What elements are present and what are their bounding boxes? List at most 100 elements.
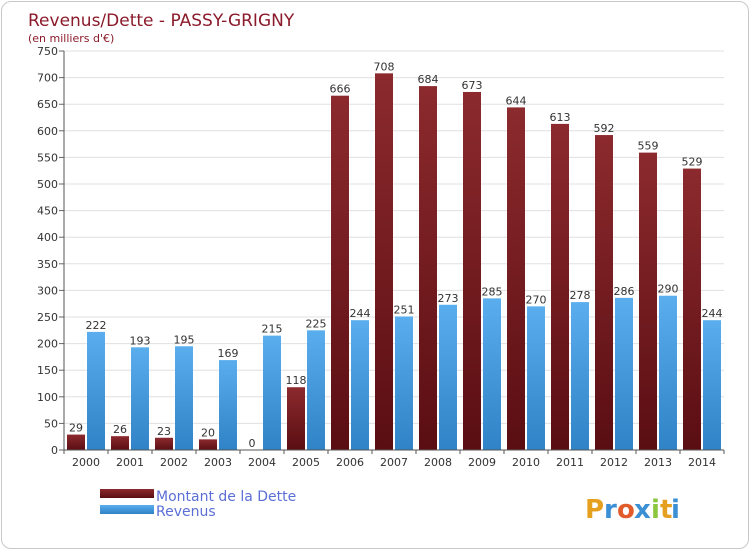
- chart-title: Revenus/Dette - PASSY-GRIGNY: [28, 11, 295, 31]
- value-label-revenus: 169: [218, 347, 239, 360]
- bar-dette: [331, 95, 349, 451]
- bar-revenus: [395, 316, 413, 450]
- plot-area: [64, 51, 724, 450]
- bars: [67, 73, 721, 451]
- y-tick-label: 500: [37, 178, 58, 191]
- bar-revenus: [263, 335, 281, 450]
- value-label-dette: 118: [286, 374, 307, 387]
- x-tick-label: 2006: [336, 456, 364, 469]
- x-tick-label: 2003: [204, 456, 232, 469]
- logo-letter: t: [660, 495, 672, 525]
- value-label-revenus: 285: [482, 285, 503, 298]
- bar-revenus: [87, 331, 105, 450]
- bar-dette: [375, 73, 393, 451]
- y-tick-label: 0: [51, 444, 58, 457]
- x-tick-label: 2012: [600, 456, 628, 469]
- bar-revenus: [571, 302, 589, 450]
- logo-letter: i: [671, 495, 680, 525]
- bar-dette: [199, 439, 217, 450]
- value-label-dette: 20: [201, 426, 215, 439]
- y-tick-label: 200: [37, 338, 58, 351]
- y-tick-label: 750: [37, 45, 58, 58]
- logo-letter: r: [604, 495, 617, 525]
- value-label-dette: 644: [506, 94, 527, 107]
- bar-dette: [507, 107, 525, 450]
- bar-revenus: [131, 347, 149, 450]
- value-label-revenus: 273: [438, 292, 459, 305]
- legend-label-debt: Montant de la Dette: [156, 489, 296, 505]
- legend-label-revenus: Revenus: [156, 504, 216, 520]
- y-tick-label: 350: [37, 258, 58, 271]
- value-label-revenus: 278: [570, 289, 591, 302]
- bar-dette: [111, 436, 129, 450]
- bar-revenus: [659, 295, 677, 450]
- value-label-dette: 673: [462, 79, 483, 92]
- bar-dette: [463, 91, 481, 451]
- x-tick-label: 2004: [248, 456, 276, 469]
- logo-letter: o: [617, 495, 635, 525]
- logo-letter: i: [651, 495, 660, 525]
- value-label-revenus: 222: [86, 319, 107, 332]
- y-tick-label: 100: [37, 391, 58, 404]
- bar-revenus: [615, 297, 633, 450]
- bar-revenus: [439, 304, 457, 450]
- value-label-dette: 0: [249, 437, 256, 450]
- axes: 0501001502002503003504004505005506006507…: [37, 45, 725, 469]
- y-tick-label: 650: [37, 98, 58, 111]
- grid: [64, 50, 724, 451]
- value-label-dette: 684: [418, 73, 439, 86]
- bar-revenus: [175, 346, 193, 450]
- value-label-dette: 23: [157, 425, 171, 438]
- y-tick-label: 550: [37, 151, 58, 164]
- bar-revenus: [703, 320, 721, 450]
- bar-revenus: [351, 320, 369, 450]
- bar-dette: [639, 152, 657, 450]
- y-tick-label: 250: [37, 311, 58, 324]
- value-label-dette: 529: [682, 156, 703, 169]
- x-tick-label: 2007: [380, 456, 408, 469]
- value-label-revenus: 244: [350, 307, 371, 320]
- bar-dette: [551, 123, 569, 450]
- bar-revenus: [527, 306, 545, 450]
- y-tick-label: 300: [37, 284, 58, 297]
- x-tick-label: 2008: [424, 456, 452, 469]
- y-tick-label: 450: [37, 205, 58, 218]
- y-tick-label: 150: [37, 364, 58, 377]
- value-label-dette: 29: [69, 422, 83, 435]
- x-tick-label: 2013: [644, 456, 672, 469]
- x-tick-label: 2001: [116, 456, 144, 469]
- y-tick-label: 400: [37, 231, 58, 244]
- logo-letter: x: [634, 495, 651, 525]
- x-tick-label: 2010: [512, 456, 540, 469]
- value-label-revenus: 225: [306, 317, 327, 330]
- value-label-dette: 708: [374, 60, 395, 73]
- value-label-revenus: 270: [526, 293, 547, 306]
- value-label-revenus: 195: [174, 333, 195, 346]
- value-label-dette: 613: [550, 111, 571, 124]
- y-tick-label: 600: [37, 125, 58, 138]
- legend-swatch-debt: [100, 489, 154, 498]
- x-tick-label: 2000: [72, 456, 100, 469]
- bar-revenus: [219, 360, 237, 450]
- value-label-revenus: 215: [262, 323, 283, 336]
- y-tick-label: 50: [44, 417, 58, 430]
- value-label-revenus: 286: [614, 285, 635, 298]
- value-label-revenus: 290: [658, 283, 679, 296]
- y-tick-label: 700: [37, 72, 58, 85]
- x-tick-label: 2009: [468, 456, 496, 469]
- bar-dette: [595, 135, 613, 450]
- value-label-dette: 559: [638, 140, 659, 153]
- legend: Montant de la Dette Revenus: [100, 489, 296, 520]
- logo-letter: P: [585, 495, 604, 525]
- value-labels: 29 222 26 193 23 195 20 169 0 215 118 225 666 244 708 2…: [69, 60, 723, 450]
- x-tick-label: 2002: [160, 456, 188, 469]
- x-tick-label: 2014: [688, 456, 716, 469]
- bar-revenus: [483, 298, 501, 450]
- bar-dette: [155, 437, 173, 450]
- legend-swatch-revenus: [100, 505, 154, 514]
- value-label-revenus: 244: [702, 307, 723, 320]
- chart-subtitle: (en milliers d'€): [28, 32, 114, 45]
- value-label-revenus: 193: [130, 334, 151, 347]
